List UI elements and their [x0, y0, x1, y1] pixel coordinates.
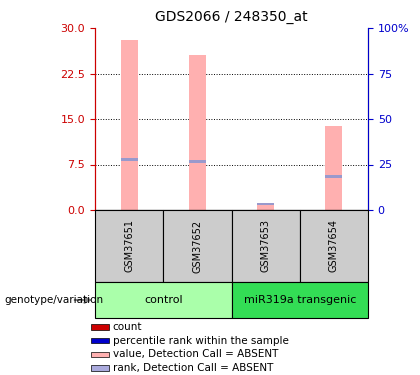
Text: value, Detection Call = ABSENT: value, Detection Call = ABSENT — [113, 350, 278, 359]
Bar — [95, 210, 163, 282]
Title: GDS2066 / 248350_at: GDS2066 / 248350_at — [155, 10, 308, 24]
Bar — [257, 203, 274, 210]
Text: count: count — [113, 322, 142, 332]
Bar — [91, 324, 110, 330]
Text: miR319a transgenic: miR319a transgenic — [244, 295, 356, 305]
Bar — [231, 210, 300, 282]
Bar — [121, 40, 138, 210]
Bar — [300, 210, 368, 282]
Bar — [189, 55, 206, 210]
Text: GSM37653: GSM37653 — [261, 219, 270, 273]
Bar — [231, 282, 368, 318]
Text: GSM37651: GSM37651 — [124, 219, 134, 273]
Bar — [189, 160, 206, 163]
Bar — [91, 338, 110, 344]
Bar — [163, 210, 231, 282]
Text: control: control — [144, 295, 183, 305]
Text: percentile rank within the sample: percentile rank within the sample — [113, 336, 289, 346]
Bar — [121, 158, 138, 161]
Text: genotype/variation: genotype/variation — [4, 295, 103, 305]
Text: rank, Detection Call = ABSENT: rank, Detection Call = ABSENT — [113, 363, 273, 373]
Bar — [91, 352, 110, 357]
Bar — [91, 365, 110, 371]
Bar — [257, 203, 274, 205]
Text: GSM37654: GSM37654 — [329, 219, 339, 273]
Text: GSM37652: GSM37652 — [192, 219, 202, 273]
Bar — [326, 126, 342, 210]
Bar — [95, 282, 231, 318]
Bar — [326, 176, 342, 178]
